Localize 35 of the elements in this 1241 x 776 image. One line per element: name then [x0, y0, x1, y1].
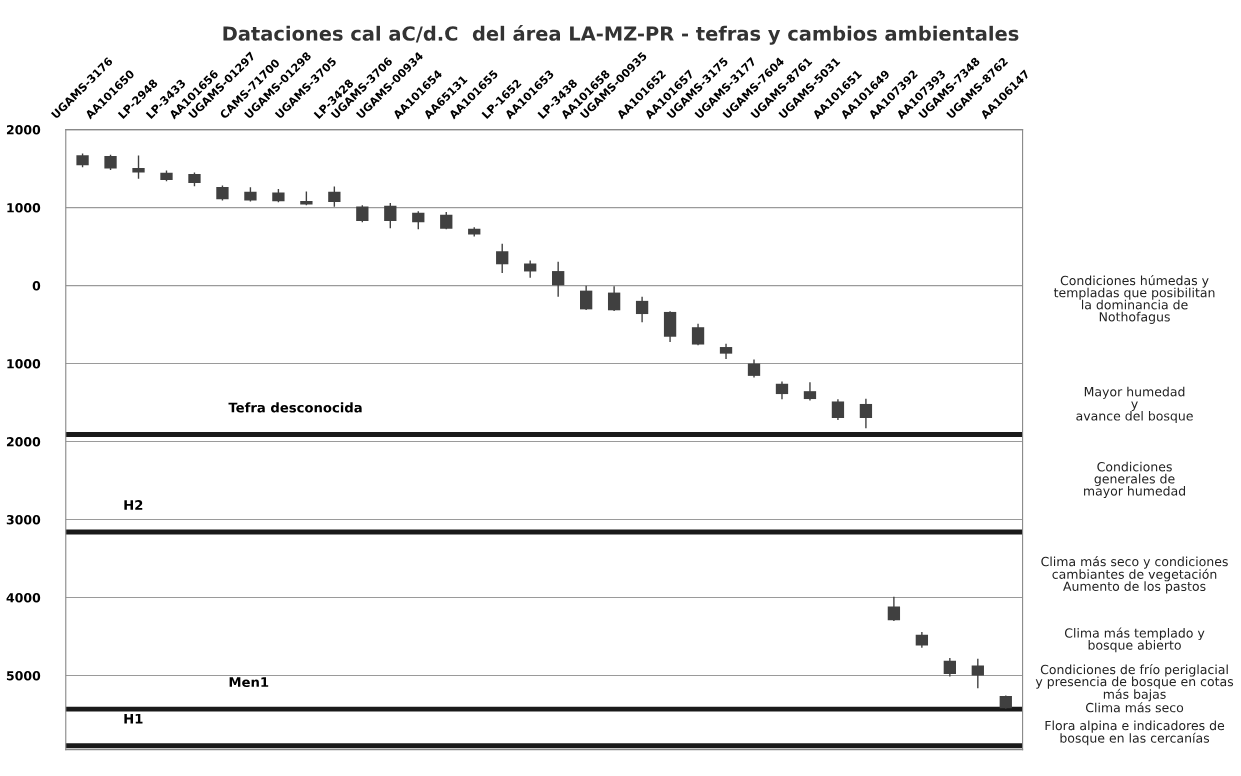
candlestick	[971, 658, 984, 689]
candlestick	[328, 186, 341, 207]
candlestick	[552, 261, 565, 297]
candlestick	[635, 296, 649, 323]
candlestick	[691, 323, 705, 346]
text: Mayor humedad y avance del bosque	[1076, 386, 1193, 424]
candlestick	[803, 382, 817, 401]
y-tick-label: 5000	[6, 671, 41, 681]
ref-line-label: H2	[124, 500, 143, 510]
candlestick	[887, 596, 901, 621]
candlestick	[831, 399, 845, 420]
y-tick-label: 0	[32, 281, 41, 291]
ref-line-label: Tefra desconocida	[228, 402, 362, 413]
candlestick	[607, 286, 621, 311]
y-tick-label: 2000	[6, 125, 41, 135]
candlestick	[132, 155, 145, 179]
text: Flora alpina e indicadores de bosque en las cercanías	[1045, 720, 1225, 746]
ref-line-label: H1	[124, 713, 143, 724]
y-tick-label: 1000	[7, 359, 41, 369]
text: Condiciones de frío periglacial y presencia de bosque en cotas más bajas	[1035, 664, 1234, 702]
y-tick-label: 2000	[6, 437, 41, 447]
text: Clima más seco y condiciones cambiantes de vegetación Aumento de los pastos	[1041, 556, 1228, 594]
candlestick	[579, 285, 593, 311]
y-tick-label: 1000	[7, 203, 41, 213]
y-tick-label: 4000	[6, 593, 41, 603]
text: Clima más seco	[1085, 702, 1184, 713]
candlestick	[384, 202, 397, 229]
candlestick	[859, 398, 873, 429]
y-tick-label: 3000	[6, 515, 41, 525]
text: Clima más templado y bosque abierto	[1064, 627, 1205, 653]
ref-line-label: Men1	[229, 677, 269, 688]
candlestick	[496, 243, 509, 273]
text: Condiciones húmedas y templadas que posibilitan la dominancia de Nothofagus	[1053, 275, 1215, 324]
text: Condiciones generales de mayor humedad	[1084, 461, 1186, 499]
chart-title: Dataciones cal aC/d.C del área LA-MZ-PR - tefras y cambios ambientales	[223, 25, 1019, 45]
